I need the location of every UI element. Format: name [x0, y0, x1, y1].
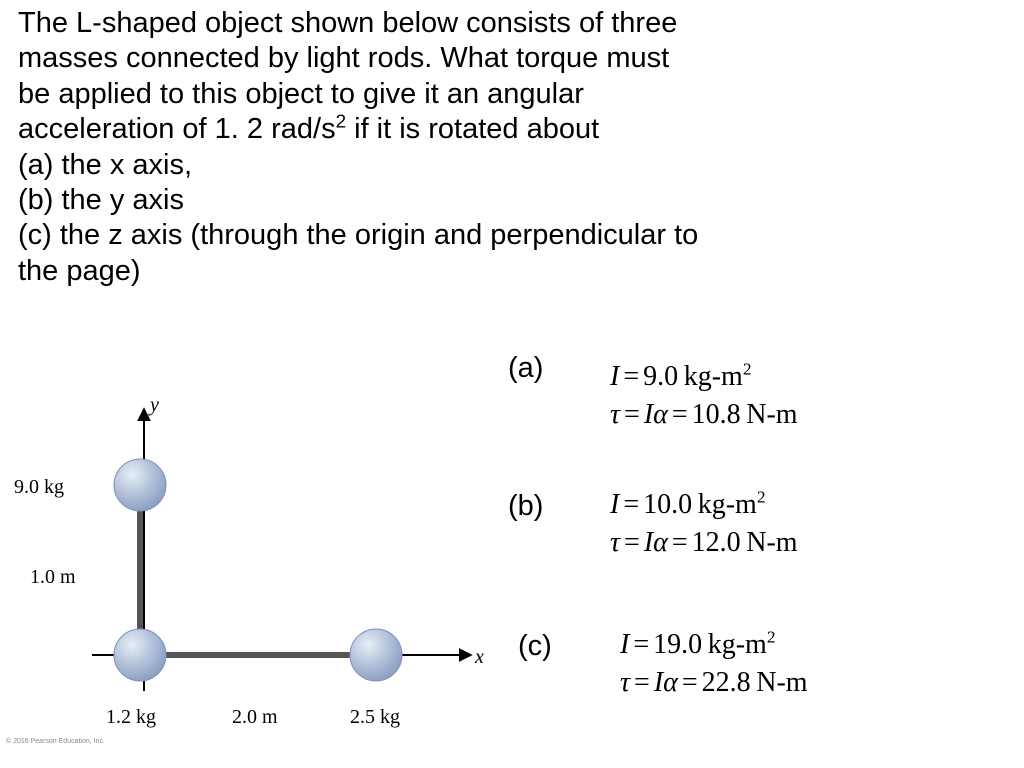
distance-1-label: 1.0 m [30, 566, 76, 589]
answer-b-block: I=10.0 kg-m2 τ=Iα=12.0 N-m [610, 486, 798, 562]
answer-b-Iunit: kg-m [698, 489, 757, 520]
answer-a-block: I=9.0 kg-m2 τ=Iα=10.8 N-m [610, 358, 798, 434]
page: The L-shaped object shown below consists… [0, 0, 1024, 768]
answer-b-label: (b) [508, 490, 543, 523]
answer-a-tau: 10.8 [692, 399, 741, 430]
q-line3: be applied to this object to give it an … [18, 78, 584, 110]
answer-a-tauunit: N-m [746, 399, 797, 430]
q-part-b: (b) the y axis [18, 184, 184, 216]
answer-a-I: 9.0 [643, 361, 678, 392]
answer-c-tau: 22.8 [702, 667, 751, 698]
mass-1-label: 9.0 kg [14, 476, 64, 499]
q-part-c-l2: the page) [18, 255, 141, 287]
q-accel-exp: 2 [336, 110, 346, 131]
answer-c-label: (c) [518, 630, 552, 663]
answer-b-tauunit: N-m [746, 527, 797, 558]
q-accel-suffix: if it is rotated about [346, 113, 599, 145]
q-line2: masses connected by light rods. What tor… [18, 42, 669, 74]
answer-a-Iunit: kg-m [684, 361, 743, 392]
physics-diagram: y 9.0 kg 1.0 m x 1.2 kg 2.0 m 2.5 kg © 2… [0, 390, 500, 768]
q-accel-prefix: acceleration of 1. 2 rad/s [18, 113, 336, 145]
answer-c-Iunit: kg-m [708, 629, 767, 660]
mass-3-label: 2.5 kg [350, 706, 400, 729]
y-axis-label: y [150, 394, 159, 417]
q-part-c-l1: (c) the z axis (through the origin and p… [18, 219, 698, 251]
answer-b-tau: 12.0 [692, 527, 741, 558]
mass-2-label: 1.2 kg [106, 706, 156, 729]
answer-c-I: 19.0 [653, 629, 702, 660]
distance-2-label: 2.0 m [232, 706, 278, 729]
answer-a-label: (a) [508, 352, 543, 385]
q-part-a: (a) the x axis, [18, 149, 192, 181]
answer-c-tauunit: N-m [756, 667, 807, 698]
x-axis-label: x [475, 646, 484, 669]
answer-c-block: I=19.0 kg-m2 τ=Iα=22.8 N-m [620, 626, 808, 702]
question-text: The L-shaped object shown below consists… [18, 6, 978, 289]
answer-b-I: 10.0 [643, 489, 692, 520]
q-line1: The L-shaped object shown below consists… [18, 7, 677, 39]
copyright-text: © 2016 Pearson Education, Inc. [6, 738, 105, 745]
